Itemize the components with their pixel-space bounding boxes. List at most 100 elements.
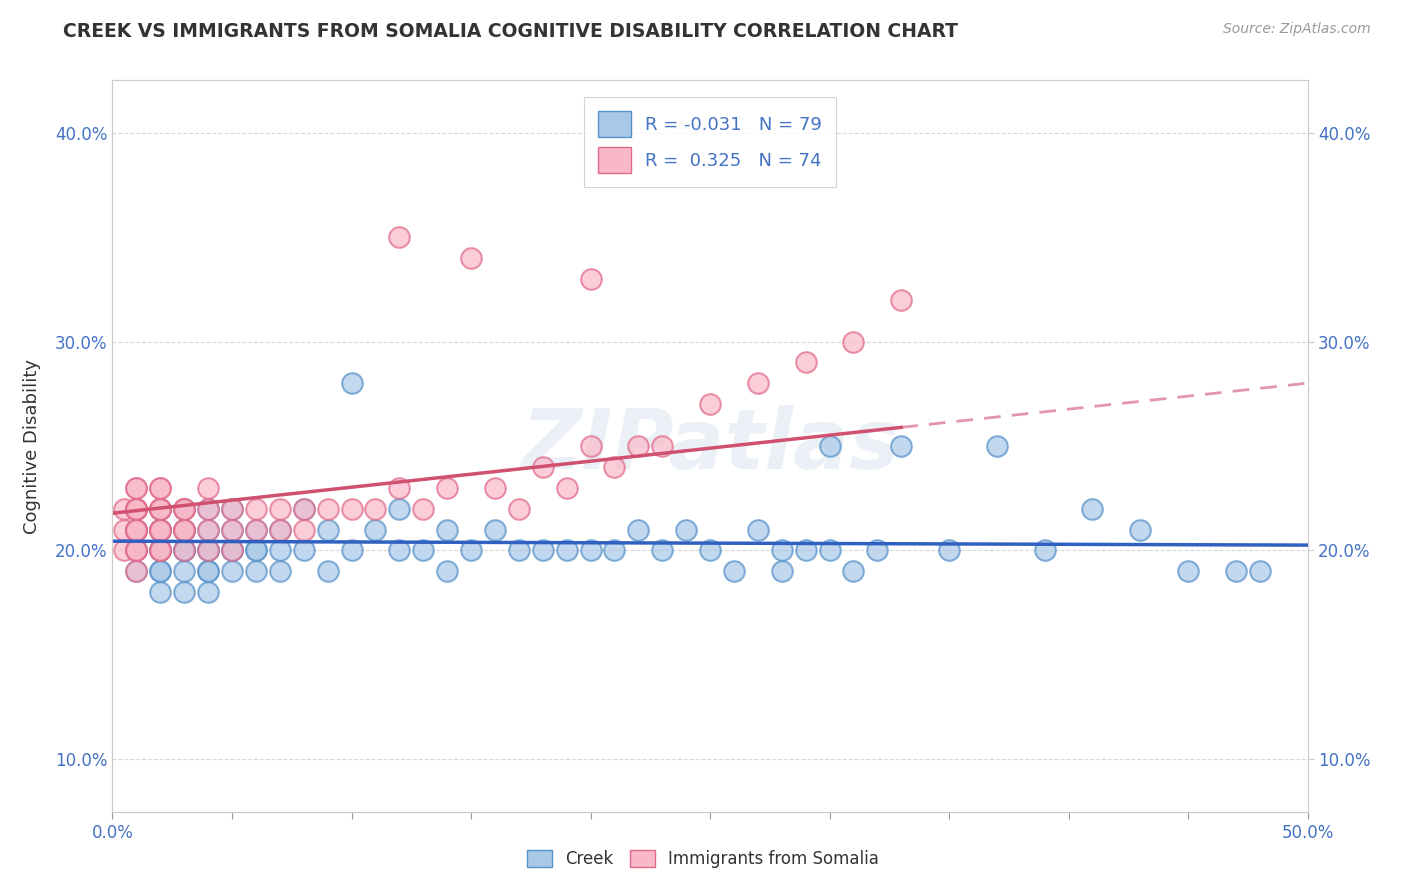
Point (340, 543, 363, 558)
Point (173, 565, 195, 579)
Point (149, 543, 172, 558)
Point (269, 523, 291, 537)
Point (770, 543, 793, 558)
Point (125, 501, 148, 516)
Point (412, 543, 434, 558)
Point (221, 501, 243, 516)
Point (818, 543, 841, 558)
Point (316, 565, 339, 579)
Point (221, 543, 243, 558)
Point (149, 501, 172, 516)
Point (1177, 565, 1199, 579)
Point (125, 543, 148, 558)
Point (125, 523, 148, 537)
Point (460, 543, 482, 558)
Point (125, 501, 148, 516)
Point (149, 523, 172, 537)
Point (149, 543, 172, 558)
Point (292, 501, 315, 516)
Point (221, 501, 243, 516)
Point (149, 523, 172, 537)
Point (149, 523, 172, 537)
Point (149, 523, 172, 537)
Point (269, 523, 291, 537)
Point (436, 481, 458, 495)
Point (675, 523, 697, 537)
Point (747, 523, 769, 537)
Point (1225, 565, 1247, 579)
Point (149, 523, 172, 537)
Point (221, 543, 243, 558)
Point (125, 481, 148, 495)
Point (603, 459, 626, 474)
Point (173, 543, 195, 558)
Point (245, 543, 267, 558)
Point (436, 523, 458, 537)
Point (125, 523, 148, 537)
Point (412, 501, 434, 516)
Point (197, 585, 219, 599)
Point (245, 523, 267, 537)
Point (579, 272, 602, 286)
Point (627, 523, 650, 537)
Legend: R = -0.031   N = 79, R =  0.325   N = 74: R = -0.031 N = 79, R = 0.325 N = 74 (583, 96, 837, 187)
Point (173, 543, 195, 558)
Text: Source: ZipAtlas.com: Source: ZipAtlas.com (1223, 22, 1371, 37)
Point (173, 501, 195, 516)
Point (221, 523, 243, 537)
Point (197, 523, 219, 537)
Legend: Creek, Immigrants from Somalia: Creek, Immigrants from Somalia (520, 843, 886, 875)
Point (555, 481, 578, 495)
Point (197, 565, 219, 579)
Point (531, 543, 554, 558)
Point (388, 481, 411, 495)
Point (173, 543, 195, 558)
Point (125, 501, 148, 516)
Point (794, 543, 817, 558)
Point (173, 585, 195, 599)
Point (269, 565, 291, 579)
Point (699, 543, 721, 558)
Point (1033, 543, 1056, 558)
Point (149, 543, 172, 558)
Point (149, 543, 172, 558)
Text: ZIPatlas: ZIPatlas (522, 406, 898, 486)
Point (269, 501, 291, 516)
Point (292, 501, 315, 516)
Point (699, 397, 721, 411)
Point (173, 501, 195, 516)
Point (388, 501, 411, 516)
Point (292, 523, 315, 537)
Point (125, 481, 148, 495)
Point (842, 565, 865, 579)
Point (173, 543, 195, 558)
Point (484, 481, 506, 495)
Point (125, 523, 148, 537)
Point (627, 439, 650, 453)
Point (173, 501, 195, 516)
Point (125, 523, 148, 537)
Point (890, 293, 912, 307)
Point (508, 501, 530, 516)
Point (388, 230, 411, 244)
Point (484, 523, 506, 537)
Point (197, 565, 219, 579)
Point (149, 565, 172, 579)
Point (316, 501, 339, 516)
Point (149, 543, 172, 558)
Point (114, 523, 135, 537)
Point (388, 543, 411, 558)
Point (125, 543, 148, 558)
Point (149, 523, 172, 537)
Point (149, 501, 172, 516)
Point (197, 481, 219, 495)
Point (579, 543, 602, 558)
Point (197, 523, 219, 537)
Point (245, 501, 267, 516)
Text: CREEK VS IMMIGRANTS FROM SOMALIA COGNITIVE DISABILITY CORRELATION CHART: CREEK VS IMMIGRANTS FROM SOMALIA COGNITI… (63, 22, 959, 41)
Point (125, 543, 148, 558)
Point (245, 565, 267, 579)
Point (1129, 523, 1152, 537)
Point (818, 439, 841, 453)
Point (986, 439, 1008, 453)
